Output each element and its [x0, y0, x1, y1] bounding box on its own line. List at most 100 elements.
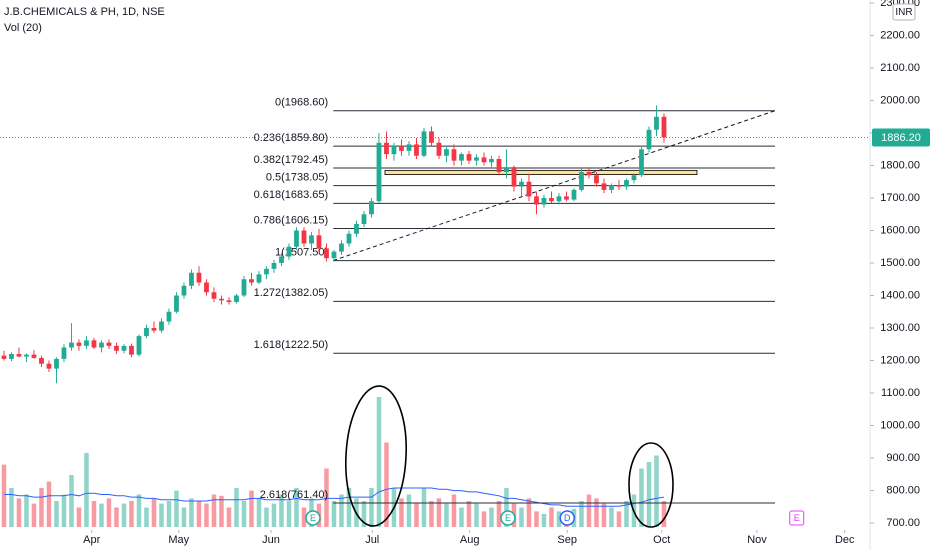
candle-body: [286, 246, 292, 257]
volume-bar: [84, 452, 89, 527]
candle-body: [226, 300, 232, 302]
candle-body: [376, 142, 382, 202]
candle-body: [279, 256, 284, 263]
candle-body: [429, 131, 434, 143]
candle-body: [301, 230, 307, 244]
volume-bar: [639, 468, 644, 527]
x-tick-label: May: [168, 534, 189, 546]
volume-bar: [496, 501, 502, 527]
fib-label: 0.5(1738.05): [266, 172, 328, 184]
volume-bar: [324, 468, 329, 527]
volume-bar: [541, 514, 547, 527]
y-tick-label: 2000.00: [880, 94, 920, 106]
candle-body: [466, 154, 472, 161]
x-tick-label: Nov: [747, 534, 767, 546]
volume-bar: [429, 501, 434, 527]
candle-body: [571, 189, 577, 200]
volume-bar: [166, 501, 172, 527]
trendline: [333, 110, 776, 262]
candle-body: [601, 183, 607, 190]
volume-bar: [421, 488, 427, 527]
candle-body: [1, 355, 7, 359]
candle-body: [159, 321, 164, 331]
y-tick-label: 1100.00: [881, 387, 920, 399]
volume-bar: [61, 494, 67, 527]
candle-body: [414, 144, 419, 156]
candle-body: [654, 116, 659, 130]
volume-bar: [196, 501, 202, 527]
volume-bar: [399, 498, 404, 527]
candle-body: [219, 298, 224, 301]
candle-body: [519, 181, 524, 187]
candle-body: [316, 235, 322, 249]
candle-body: [211, 292, 217, 299]
candle-body: [54, 358, 59, 369]
candle-body: [534, 196, 539, 205]
candle-body: [586, 172, 592, 176]
volume-bar: [601, 503, 607, 527]
volume-bar: [466, 501, 472, 527]
currency-box: [892, 3, 916, 21]
y-tick-label: 900.00: [886, 452, 920, 464]
candle-body: [114, 345, 119, 351]
candle-body: [451, 149, 457, 161]
candle-body: [384, 142, 389, 155]
fib-label: 0.236(1859.80): [254, 132, 329, 144]
volume-bar: [181, 507, 187, 527]
candle-body: [61, 347, 67, 359]
volume-bar: [579, 501, 584, 527]
candle-body: [421, 131, 427, 156]
y-tick-label: 1800.00: [880, 159, 920, 171]
volume-bar: [616, 511, 622, 527]
plot: Apr May Jun Jul Aug Sep Oct Nov Dec 0(1968.60) 0.2…: [0, 97, 870, 546]
candle-body: [624, 180, 629, 187]
candle-body: [174, 295, 179, 312]
candle-body: [579, 172, 584, 190]
annotation-ellipse: [345, 385, 407, 527]
event-marker: [789, 510, 805, 526]
last-price-label: 1886.20: [881, 132, 921, 144]
candle-body: [474, 157, 479, 161]
price-axis: 700.00 800.00 900.00 1000.00 1100.00 1200.00 1…: [870, 0, 930, 529]
volume-bar: [151, 498, 157, 527]
candle-body: [256, 274, 262, 283]
y-tick-label: 1000.00: [880, 419, 920, 431]
volume-bar: [159, 503, 164, 527]
candle-body: [369, 201, 374, 215]
indicator-label: Vol (20): [4, 22, 42, 34]
fib-label: 0(1968.60): [275, 97, 328, 109]
volume-bar: [594, 498, 599, 527]
candle-body: [504, 167, 509, 172]
volume-bar: [31, 503, 37, 527]
candle-body: [106, 342, 112, 346]
candle-body: [189, 272, 194, 286]
volume-bar: [249, 490, 254, 527]
candle-body: [549, 198, 554, 202]
candle-body: [594, 175, 599, 184]
volume-bar: [481, 511, 487, 527]
y-tick-label: 1300.00: [880, 322, 920, 334]
volume-bar: [16, 498, 22, 527]
candle-body: [271, 263, 277, 269]
candle-body: [361, 214, 367, 224]
candle-body: [526, 181, 532, 197]
candle-body: [309, 235, 314, 244]
candle-body: [294, 230, 299, 247]
volume-bar: [436, 498, 442, 527]
volume-bar: [361, 501, 367, 527]
event-marker: [305, 510, 321, 526]
volume-bar: [384, 442, 389, 527]
candle-body: [511, 167, 517, 187]
volume-bar: [219, 495, 224, 527]
volume-bar: [234, 488, 239, 527]
annotation-ellipse: [628, 442, 674, 528]
candle-body: [31, 354, 37, 358]
x-tick-label: Jul: [365, 534, 379, 546]
volume-bar: [211, 494, 217, 527]
candle-body: [16, 354, 22, 357]
volume-bar: [204, 503, 209, 527]
candle-body: [399, 146, 404, 151]
candle-body: [46, 363, 52, 369]
candle-body: [331, 251, 337, 259]
candle-body: [204, 282, 209, 293]
